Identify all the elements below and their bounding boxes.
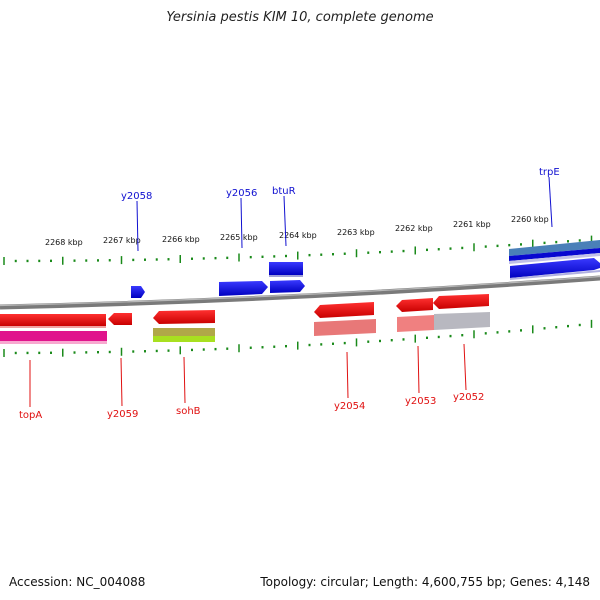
gene-y2053[interactable]: [396, 298, 434, 332]
scale-ticks-upper: [3, 235, 593, 265]
gene-label-sohB[interactable]: sohB: [176, 406, 201, 417]
gene-label-y2059[interactable]: y2059: [107, 409, 138, 420]
gene-label-topA[interactable]: topA: [19, 410, 42, 421]
scale-ticks-lower: [3, 319, 593, 357]
gene-label-trpE[interactable]: trpE: [539, 167, 560, 178]
gene-y2059[interactable]: [108, 313, 132, 325]
scale-label: 2265 kbp: [220, 233, 258, 242]
genome-summary-text: Topology: circular; Length: 4,600,755 bp…: [260, 575, 590, 589]
gene-label-y2052[interactable]: y2052: [453, 392, 484, 403]
gene-label-y2056[interactable]: y2056: [226, 188, 257, 199]
gene-topA[interactable]: [0, 314, 107, 344]
gene-label-y2053[interactable]: y2053: [405, 396, 436, 407]
forward-strand-genes: [131, 240, 600, 298]
scale-label: 2261 kbp: [453, 220, 491, 229]
reverse-strand-genes: [0, 294, 490, 344]
gene-trpE[interactable]: [510, 258, 600, 280]
scale-label: 2262 kbp: [395, 224, 433, 233]
gene-y2052[interactable]: [433, 294, 490, 330]
gene-sohB[interactable]: [153, 310, 215, 342]
gene-label-y2054[interactable]: y2054: [334, 401, 365, 412]
scale-label: 2268 kbp: [45, 238, 83, 247]
genome-backbone-highlight: [0, 275, 600, 307]
gene-y2058[interactable]: [131, 286, 145, 298]
gene-labels: y2058 y2056 btuR trpE topA y2059 sohB y2…: [19, 167, 560, 421]
gene-y2054[interactable]: [314, 302, 376, 336]
gene-label-btuR[interactable]: btuR: [272, 186, 296, 197]
gene-trpE-track[interactable]: [509, 240, 600, 264]
scale-label: 2267 kbp: [103, 236, 141, 245]
label-leader-lines: [29, 176, 553, 407]
gene-y2056[interactable]: [219, 281, 268, 296]
gene-btuR-lower[interactable]: [270, 280, 305, 293]
scale-labels: 2268 kbp 2267 kbp 2266 kbp 2265 kbp 2264…: [45, 215, 549, 247]
scale-label: 2260 kbp: [511, 215, 549, 224]
accession-text: Accession: NC_004088: [9, 575, 146, 589]
map-title: Yersinia pestis KIM 10, complete genome: [166, 10, 434, 25]
scale-label: 2264 kbp: [279, 231, 317, 240]
genome-backbone: [0, 275, 600, 310]
gene-btuR-upper[interactable]: [269, 262, 303, 277]
scale-label: 2266 kbp: [162, 235, 200, 244]
gene-label-y2058[interactable]: y2058: [121, 191, 152, 202]
scale-label: 2263 kbp: [337, 228, 375, 237]
